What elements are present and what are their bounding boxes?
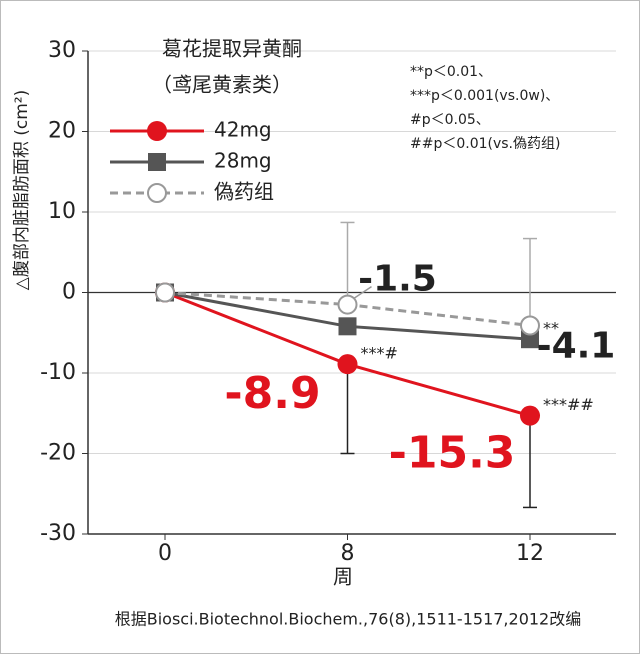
y-tick-label: -10 (40, 360, 76, 385)
data-point (520, 315, 540, 336)
x-tick-label: 12 (516, 541, 544, 566)
legend-marker (147, 121, 167, 141)
data-point (338, 317, 357, 336)
y-tick-label: 10 (48, 199, 76, 224)
legend-label: 42mg (214, 118, 272, 142)
annotation: ***## (543, 395, 594, 414)
note: ***p＜0.001(vs.0w)、 (410, 88, 559, 104)
note: **p＜0.01、 (410, 64, 492, 80)
data-point (337, 354, 358, 375)
x-tick-label: 8 (341, 541, 355, 566)
legend-label: 28mg (214, 149, 272, 173)
x-tick-label: 0 (158, 541, 172, 566)
y-tick-label: 0 (62, 280, 76, 305)
data-point (155, 282, 175, 303)
source: 根据Biosci.Biotechnol.Biochem.,76(8),1511-… (115, 610, 581, 629)
y-tick-label: -30 (40, 521, 76, 546)
y-tick-label: 20 (48, 119, 76, 144)
y-axis-label: △腹部内脏脂肪面积 (cm²) (12, 90, 32, 290)
data-point (520, 405, 540, 426)
annotation: ***# (361, 344, 398, 363)
legend-title: （鸢尾黄素类） (152, 73, 292, 97)
data-point (521, 330, 539, 349)
y-tick-label: 30 (48, 38, 76, 63)
value-label: -15.3 (389, 428, 516, 479)
value-label: -8.9 (224, 368, 320, 419)
value-label: -1.5 (358, 259, 437, 300)
data-point (337, 294, 358, 315)
legend-label: 偽药组 (214, 180, 274, 204)
note: #p＜0.05、 (410, 112, 490, 128)
value-label: -4.1 (537, 326, 616, 367)
legend-marker (148, 153, 166, 171)
annotation: ** (543, 319, 559, 338)
y-tick-label: -20 (40, 441, 76, 466)
label-leader (353, 285, 372, 300)
legend-title: 葛花提取异黄酮 (162, 37, 302, 61)
note: ##p＜0.01(vs.偽药组) (410, 136, 560, 152)
legend-marker (147, 183, 167, 203)
x-axis-label: 周 (333, 565, 353, 589)
